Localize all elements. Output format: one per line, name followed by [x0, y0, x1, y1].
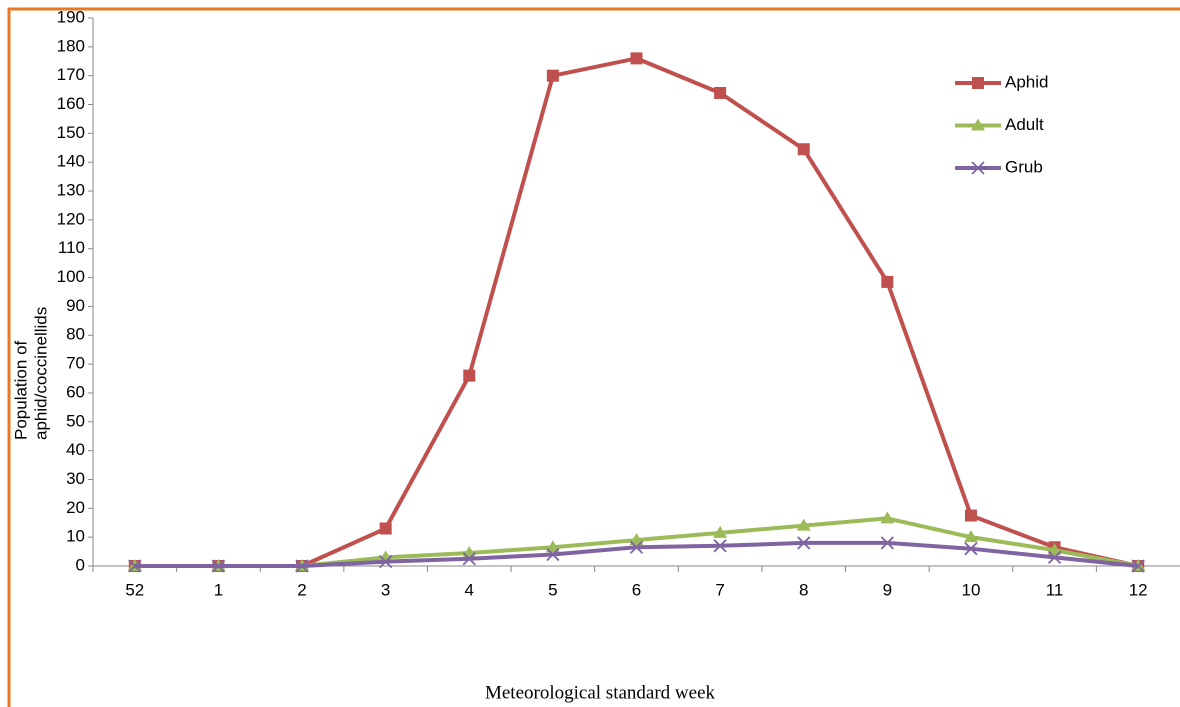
y-tick-label: 40: [66, 440, 85, 459]
marker: [713, 539, 727, 553]
x-tick-label: 2: [297, 580, 306, 599]
marker: [211, 559, 226, 573]
y-tick-label: 70: [66, 354, 85, 373]
marker: [972, 77, 984, 89]
y-tick-label: 100: [57, 267, 85, 286]
marker: [546, 69, 559, 82]
y-axis-title-line: aphid/coccinellids: [31, 307, 50, 440]
y-tick-label: 90: [66, 296, 85, 315]
x-tick-label: 5: [548, 580, 557, 599]
y-tick-label: 190: [57, 7, 85, 26]
marker: [964, 542, 978, 556]
marker: [713, 525, 728, 538]
y-tick-label: 30: [66, 469, 85, 488]
y-tick-label: 120: [57, 209, 85, 228]
marker: [971, 118, 985, 131]
y-tick-label: 150: [57, 123, 85, 142]
marker: [964, 509, 977, 522]
marker: [546, 547, 560, 562]
marker: [796, 518, 811, 531]
marker: [630, 52, 643, 65]
x-tick-label: 52: [125, 580, 144, 599]
marker: [1047, 550, 1062, 564]
x-tick-label: 7: [715, 580, 724, 599]
marker: [379, 522, 392, 535]
y-tick-label: 20: [66, 498, 85, 517]
y-tick-label: 160: [57, 94, 85, 113]
x-axis-title: Meteorological standard week: [485, 682, 716, 703]
marker: [963, 530, 978, 543]
legend-label: Aphid: [1005, 72, 1048, 91]
marker: [1047, 543, 1062, 556]
x-tick-label: 3: [381, 580, 390, 599]
x-tick-label: 8: [799, 580, 808, 599]
x-tick-label: 10: [962, 580, 981, 599]
legend-label: Grub: [1005, 157, 1043, 176]
x-tick-label: 9: [883, 580, 892, 599]
y-tick-label: 10: [66, 527, 85, 546]
x-tick-label: 4: [465, 580, 474, 599]
marker: [128, 559, 142, 573]
y-tick-label: 170: [57, 65, 85, 84]
marker: [880, 536, 894, 550]
y-axis-title: Population of aphid/coccinellids: [11, 307, 50, 440]
y-tick-label: 0: [76, 555, 85, 574]
y-tick-label: 50: [66, 411, 85, 430]
series-line: [134, 56, 1139, 568]
y-axis-title-line: Population of: [11, 340, 30, 440]
marker: [881, 275, 894, 288]
x-tick-label: 1: [214, 580, 223, 599]
marker: [971, 161, 985, 175]
y-tick-label: 60: [66, 382, 85, 401]
y-tick-label: 130: [57, 181, 85, 200]
x-tick-label: 11: [1046, 580, 1064, 599]
marker: [462, 552, 476, 566]
marker: [629, 540, 644, 554]
marker: [797, 143, 810, 156]
y-tick-label: 110: [58, 238, 85, 257]
marker: [629, 533, 644, 546]
y-tick-label: 180: [57, 36, 85, 55]
marker: [880, 511, 895, 524]
marker: [295, 559, 309, 573]
marker: [545, 540, 560, 553]
legend-label: Adult: [1005, 115, 1044, 134]
x-tick-label: 6: [632, 580, 641, 599]
marker: [379, 555, 393, 569]
y-tick-label: 140: [57, 152, 85, 171]
marker: [1131, 559, 1145, 573]
marker: [463, 369, 476, 382]
y-tick-label: 80: [66, 325, 85, 344]
x-tick-label: 12: [1129, 580, 1148, 599]
marker: [797, 536, 811, 550]
marker: [714, 86, 727, 99]
